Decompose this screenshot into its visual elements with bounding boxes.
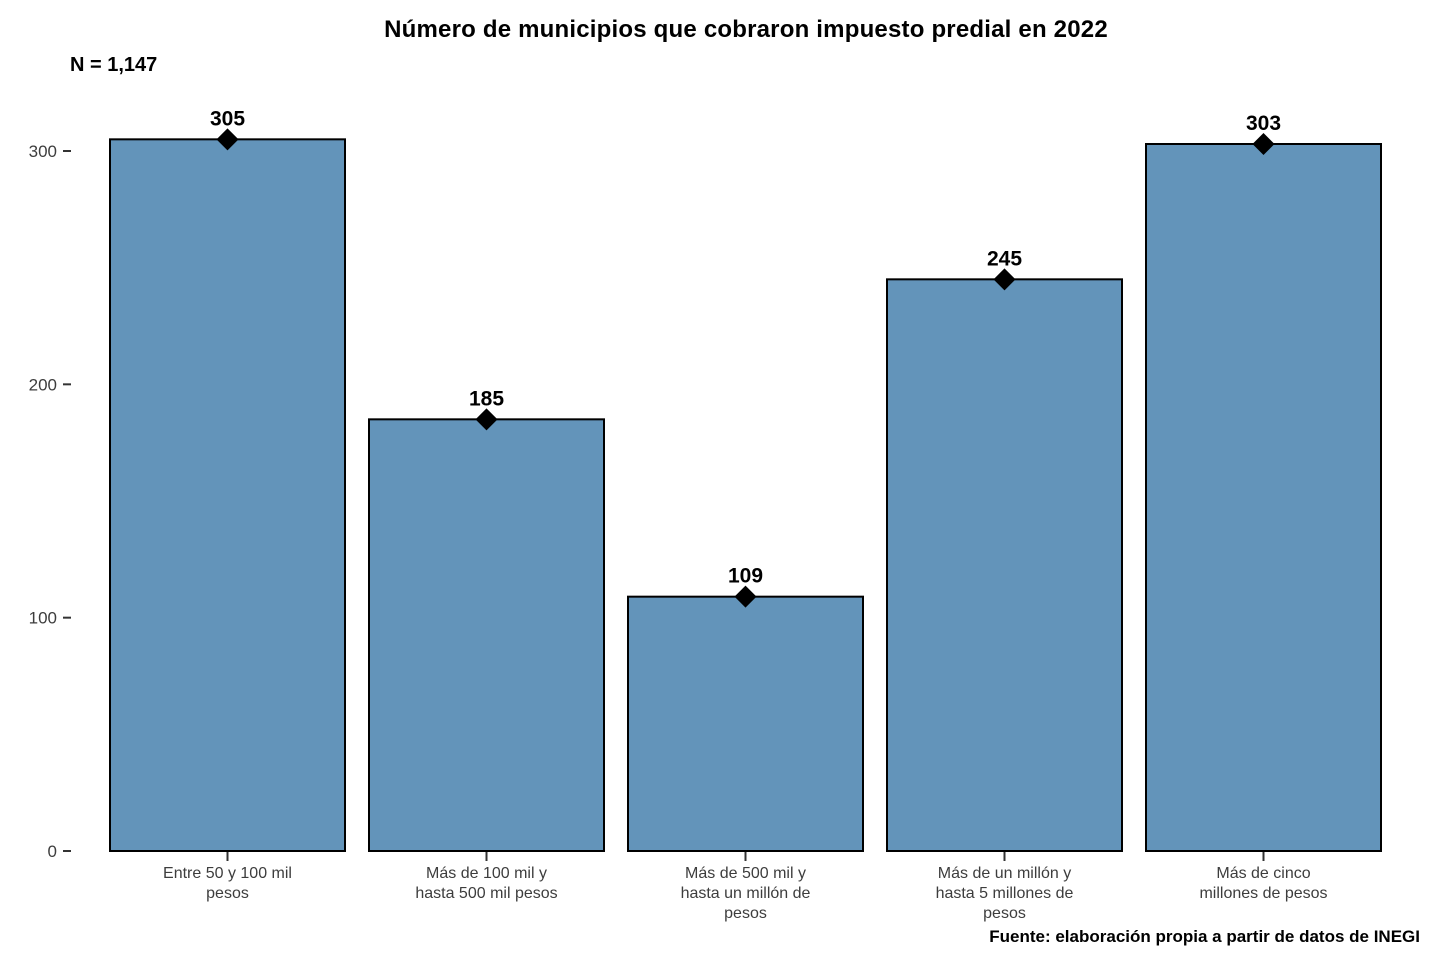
x-axis-category-label: Más de 500 mil y	[685, 865, 806, 882]
x-axis-category-label: Más de cinco	[1216, 865, 1310, 882]
bar	[886, 278, 1123, 853]
source-caption: Fuente: elaboración propia a partir de d…	[989, 927, 1420, 946]
bar	[627, 595, 864, 853]
chart-title: Número de municipios que cobraron impues…	[384, 16, 1108, 43]
diamond-marker	[1252, 133, 1275, 155]
bar-value-label: 305	[210, 107, 245, 130]
diamond-marker	[734, 585, 757, 608]
diamond-marker	[993, 268, 1016, 291]
bar-value-label: 185	[469, 387, 504, 410]
x-axis-category-label: hasta 5 millones de	[936, 885, 1074, 902]
x-axis-category-label: hasta 500 mil pesos	[415, 885, 557, 902]
x-axis-category-label: millones de pesos	[1199, 885, 1327, 902]
y-axis-tick-label: 200	[29, 375, 57, 394]
sample-size-label: N = 1,147	[70, 54, 158, 76]
x-axis-category-label: hasta un millón de	[681, 885, 811, 902]
x-axis-category-label: pesos	[983, 905, 1026, 922]
y-axis-tick-label: 100	[29, 609, 57, 628]
bar-value-label: 245	[987, 247, 1022, 270]
x-axis-category-label: pesos	[206, 885, 249, 902]
x-axis-category-label: pesos	[724, 905, 767, 922]
x-axis-category-label: Más de un millón y	[938, 865, 1071, 882]
y-axis-tick-label: 0	[48, 842, 57, 861]
x-axis-category-label: Más de 100 mil y	[426, 865, 547, 882]
bar	[1145, 143, 1382, 852]
diamond-marker	[216, 128, 239, 151]
bar-value-label: 109	[728, 565, 763, 588]
diamond-marker	[475, 408, 498, 431]
bar	[109, 138, 346, 853]
x-axis-category-label: Entre 50 y 100 mil	[163, 865, 292, 882]
bar	[368, 418, 605, 852]
bar-value-label: 303	[1246, 112, 1281, 135]
y-axis-tick-label: 300	[29, 142, 57, 161]
